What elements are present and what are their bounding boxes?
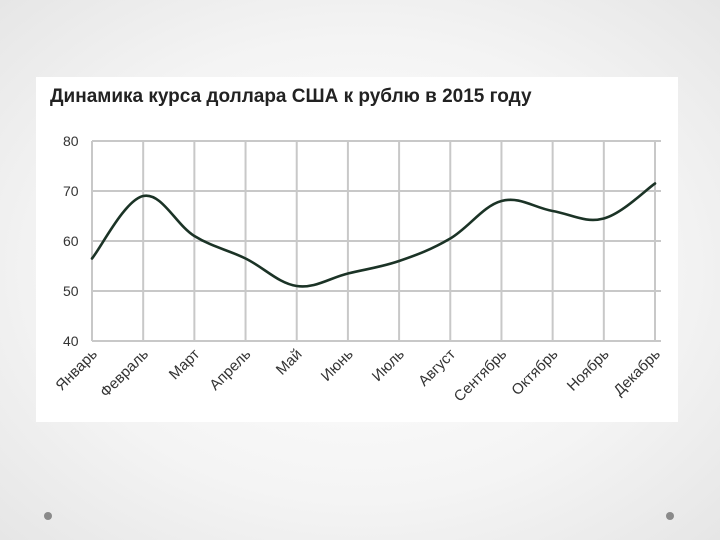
chart-title: Динамика курса доллара США к рублю в 201… bbox=[50, 86, 532, 107]
x-tick-label: Сентябрь bbox=[451, 346, 511, 406]
y-tick-label: 60 bbox=[63, 233, 79, 249]
x-tick-label: Июнь bbox=[318, 346, 357, 385]
x-tick-label: Май bbox=[273, 346, 306, 379]
grid bbox=[91, 140, 661, 342]
x-tick-label: Март bbox=[166, 346, 203, 383]
x-tick-label: Июль bbox=[369, 346, 408, 385]
x-tick-label: Октябрь bbox=[508, 346, 561, 399]
y-tick-label: 70 bbox=[63, 183, 79, 199]
slide-bullet-right bbox=[666, 512, 674, 520]
x-tick-label: Август bbox=[415, 346, 459, 390]
chart-panel: Динамика курса доллара США к рублю в 201… bbox=[36, 77, 678, 422]
x-tick-label: Ноябрь bbox=[564, 346, 613, 395]
y-tick-label: 80 bbox=[63, 133, 79, 149]
y-tick-label: 50 bbox=[63, 283, 79, 299]
slide-bullet-left bbox=[44, 512, 52, 520]
series-line bbox=[90, 182, 657, 288]
x-tick-label: Декабрь bbox=[610, 346, 664, 400]
x-tick-label: Апрель bbox=[206, 346, 254, 394]
y-tick-label: 40 bbox=[63, 333, 79, 349]
y-axis-ticks: 80 70 60 50 40 bbox=[63, 133, 79, 349]
x-tick-label: Январь bbox=[52, 346, 101, 395]
x-tick-label: Февраль bbox=[97, 346, 152, 401]
